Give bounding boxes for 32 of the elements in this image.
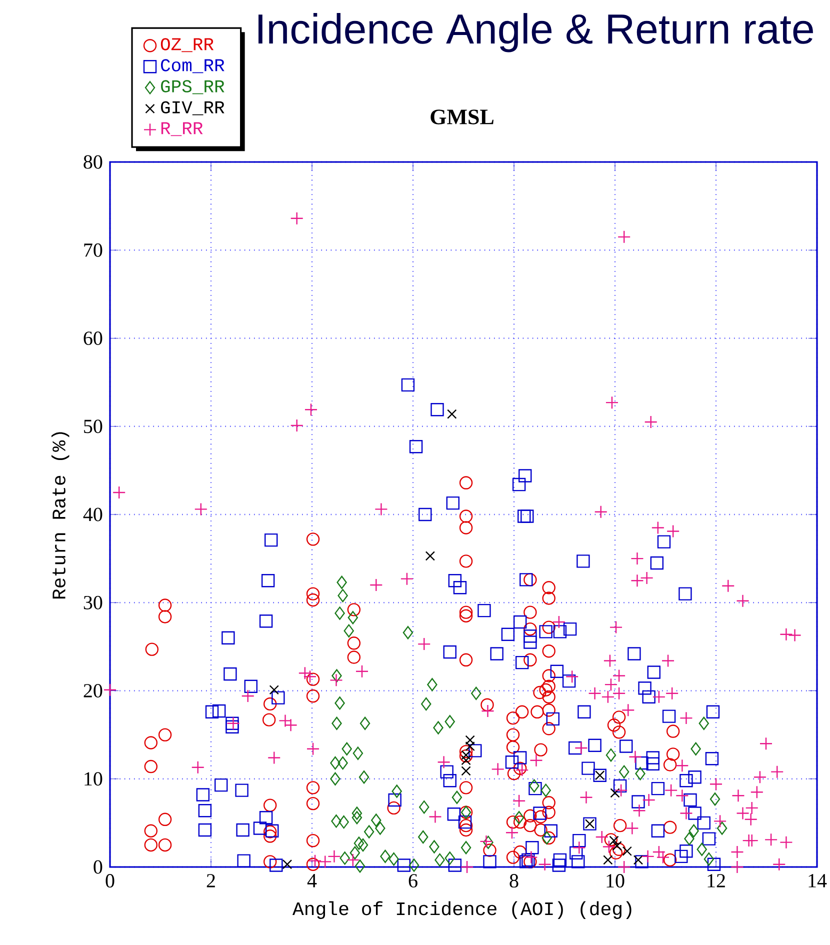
x-tick-label: 0 [106, 874, 114, 888]
point [603, 855, 613, 865]
legend-label: GIV_RR [161, 101, 224, 116]
legend-label: Com_RR [161, 59, 224, 74]
y-tick-label: 10 [84, 772, 102, 786]
y-tick-label: 30 [84, 596, 102, 610]
x-axis-title: Angle of Incidence (AOI) (deg) [292, 901, 632, 920]
point [447, 409, 457, 419]
point [282, 860, 292, 870]
point [465, 735, 475, 745]
legend-label: GPS_RR [161, 80, 224, 94]
y-tick-label: 0 [94, 860, 102, 874]
y-tick-label: 50 [84, 420, 102, 434]
legend-label: OZ_RR [160, 38, 214, 52]
y-tick-label: 80 [84, 155, 102, 169]
x-tick-label: 2 [206, 874, 215, 888]
chart-subtitle: GMSL [430, 110, 494, 124]
x-tick-label: 6 [408, 874, 418, 888]
x-tick-label: 14 [808, 874, 827, 888]
y-axis-title: Return Rate (%) [51, 432, 70, 599]
y-tick-label: 40 [83, 508, 102, 522]
y-tick-label: 70 [84, 243, 102, 257]
y-tick-label: 60 [84, 332, 102, 345]
point [461, 766, 471, 776]
x-tick-label: 8 [510, 874, 518, 888]
chart-title: Incidence Angle & Return rate [258, 13, 813, 52]
point [425, 551, 436, 561]
legend-label: R_RR [161, 122, 203, 136]
x-tick-label: 12 [708, 874, 725, 888]
x-tick-label: 4 [307, 874, 317, 888]
y-tick-label: 20 [84, 684, 102, 698]
x-tick-label: 10 [606, 874, 624, 888]
